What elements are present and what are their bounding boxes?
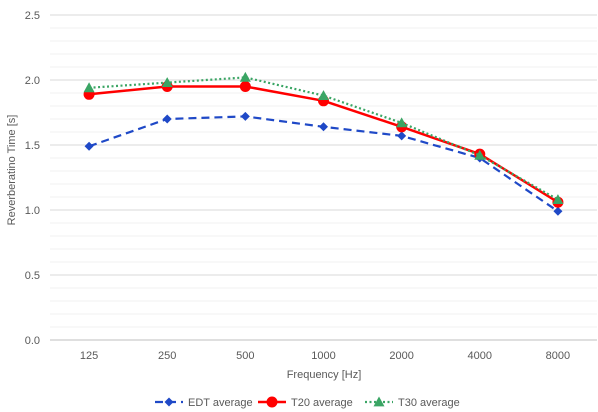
data-point bbox=[161, 77, 173, 87]
data-point bbox=[164, 397, 174, 407]
data-point bbox=[84, 141, 94, 151]
data-point bbox=[240, 111, 250, 121]
data-point bbox=[266, 396, 278, 408]
y-tick-label: 0.5 bbox=[25, 270, 40, 282]
x-tick-label: 2000 bbox=[389, 350, 413, 362]
x-tick-label: 125 bbox=[80, 350, 98, 362]
data-point bbox=[319, 122, 328, 132]
x-tick-label: 4000 bbox=[468, 350, 492, 362]
x-axis-title: Frequency [Hz] bbox=[287, 369, 362, 381]
y-tick-label: 2.5 bbox=[25, 10, 40, 22]
x-tick-label: 500 bbox=[236, 350, 254, 362]
x-axis-ticks: 125 250 500 1000 2000 4000 8000 bbox=[80, 350, 570, 362]
data-point bbox=[162, 114, 172, 124]
y-tick-label: 1.0 bbox=[25, 205, 40, 217]
data-point bbox=[553, 206, 563, 216]
legend-item: EDT average bbox=[155, 397, 253, 409]
data-point bbox=[83, 82, 95, 93]
legend-item: T30 average bbox=[365, 396, 460, 409]
y-axis-title: Reverberatino Time [s] bbox=[6, 115, 18, 226]
y-tick-label: 2.0 bbox=[25, 75, 40, 87]
data-point bbox=[239, 71, 251, 82]
legend: EDT average T20 average T30 average bbox=[155, 396, 460, 409]
major-gridlines bbox=[50, 14, 597, 341]
data-point bbox=[239, 81, 251, 92]
legend-label: EDT average bbox=[188, 397, 253, 409]
data-point bbox=[552, 194, 564, 204]
minor-gridlines bbox=[50, 27, 597, 328]
series-3 bbox=[83, 71, 564, 204]
series-layer bbox=[83, 71, 564, 216]
data-point bbox=[474, 149, 486, 160]
legend-label: T30 average bbox=[398, 397, 460, 409]
series-2 bbox=[83, 81, 564, 208]
y-tick-label: 0.0 bbox=[25, 335, 40, 347]
series-1 bbox=[84, 111, 563, 216]
x-tick-label: 8000 bbox=[546, 350, 570, 362]
y-tick-label: 1.5 bbox=[25, 140, 40, 152]
data-point bbox=[373, 396, 385, 407]
data-point bbox=[318, 90, 329, 100]
data-point bbox=[396, 117, 408, 128]
legend-label: T20 average bbox=[291, 397, 353, 409]
x-tick-label: 250 bbox=[158, 350, 176, 362]
y-axis-ticks: 0.0 0.5 1.0 1.5 2.0 2.5 bbox=[25, 10, 40, 347]
legend-item: T20 average bbox=[258, 396, 353, 409]
data-point bbox=[397, 131, 407, 141]
x-tick-label: 1000 bbox=[311, 350, 335, 362]
